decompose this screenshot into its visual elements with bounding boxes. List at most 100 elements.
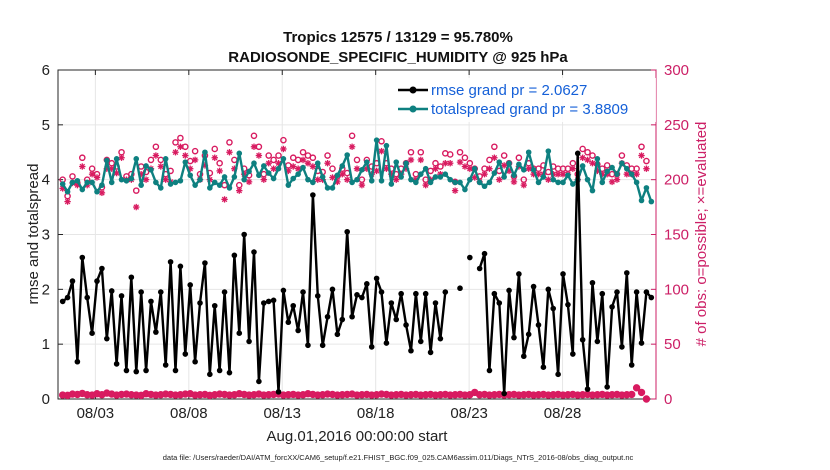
totalspread-point — [481, 183, 488, 190]
totalspread-point — [290, 175, 297, 182]
evaluated-stroke — [275, 160, 282, 166]
evaluated-stroke — [589, 160, 596, 166]
totalspread-point — [187, 172, 194, 179]
evaluated-stroke — [643, 165, 650, 172]
totalspread-point — [413, 179, 419, 186]
totalspread-point — [609, 164, 615, 171]
rmse-point — [432, 300, 439, 306]
totalspread-point — [633, 179, 640, 186]
evaluated-marker — [500, 162, 508, 169]
totalspread-point — [545, 148, 552, 154]
evaluated-stroke — [359, 182, 365, 188]
evaluated-stroke — [79, 163, 86, 170]
totalspread-point — [427, 179, 434, 186]
y-axis-right-label: # of obs: o=possible; ×=evaluated — [693, 122, 710, 347]
totalspread-point — [79, 186, 86, 193]
totalspread-point — [123, 177, 130, 184]
rmse-point — [207, 371, 213, 378]
evaluated-stroke — [211, 154, 218, 161]
totalspread-point — [89, 179, 95, 186]
evaluated-marker — [486, 165, 493, 172]
evaluated-marker — [255, 152, 263, 159]
x-tick-label: 08/08 — [170, 405, 208, 422]
evaluated-marker — [324, 160, 331, 167]
totalspread-point — [599, 179, 606, 186]
evaluated-stroke — [614, 176, 620, 183]
evaluated-marker — [290, 163, 297, 170]
totalspread-point — [280, 156, 287, 162]
y-right-tick-label: 200 — [664, 172, 689, 189]
rmse-point — [133, 368, 140, 375]
evaluated-marker — [265, 160, 272, 167]
totalspread-point — [118, 176, 125, 183]
evaluated-stroke — [511, 179, 517, 185]
evaluated-marker — [569, 165, 577, 172]
totalspread-point — [157, 185, 164, 191]
possible-marker — [250, 132, 258, 140]
rmse-point — [604, 384, 610, 390]
totalspread-point — [216, 182, 223, 188]
evaluated-marker — [260, 176, 267, 183]
possible-marker — [456, 148, 464, 156]
evaluated-stroke — [295, 165, 301, 172]
evaluated-stroke — [280, 146, 287, 152]
evaluated-marker — [432, 165, 439, 172]
totalspread-point — [511, 172, 517, 179]
rmse-point — [270, 297, 277, 304]
evaluated-stroke — [305, 160, 311, 166]
evaluated-stroke — [177, 144, 184, 150]
evaluated-stroke — [344, 176, 350, 183]
rmse-point — [192, 358, 198, 365]
ticks: 08/03 08/08 08/13 08/18 08/23 08/28 0 1 2 3 4 5 6 0 50… — [42, 62, 689, 422]
possible-marker — [569, 159, 577, 167]
totalspread-point — [432, 174, 439, 180]
evaluated-marker — [152, 152, 160, 159]
rmse-point — [251, 249, 257, 255]
possible-marker — [108, 159, 116, 167]
legend-box — [394, 78, 656, 122]
y-tick-label: 5 — [42, 117, 50, 134]
totalspread-point — [437, 174, 444, 180]
evaluated-marker — [172, 149, 179, 156]
y-right-tick-label: 50 — [664, 336, 681, 353]
evaluated-marker — [348, 143, 356, 150]
totalspread-point — [148, 166, 154, 173]
totalspread-point — [349, 179, 355, 186]
evaluated-stroke — [442, 160, 449, 166]
totalspread-point — [104, 157, 110, 164]
possible-marker — [309, 154, 317, 162]
totalspread-point — [275, 165, 282, 172]
x-tick-label: 08/23 — [450, 405, 488, 422]
evaluated-marker — [378, 147, 385, 155]
evaluated-marker — [417, 156, 424, 164]
totalspread-point — [368, 177, 375, 184]
evaluated-stroke — [457, 159, 463, 165]
possible-marker — [231, 156, 238, 164]
evaluated-stroke — [192, 157, 198, 163]
possible-marker — [152, 143, 160, 151]
evaluated-marker — [343, 176, 351, 183]
rmse-point — [324, 313, 331, 320]
y-tick-label: 4 — [42, 172, 50, 189]
totalspread-point — [457, 179, 463, 186]
y-tick-label: 3 — [42, 227, 50, 244]
evaluated-stroke — [143, 176, 149, 183]
totalspread-point — [334, 172, 341, 179]
totalspread-point — [638, 197, 645, 204]
totalspread-point — [614, 171, 620, 177]
rmse-point — [79, 254, 86, 261]
evaluated-stroke — [246, 179, 252, 185]
rmse-point — [570, 351, 576, 357]
rmse-point — [221, 289, 228, 295]
totalspread-point — [560, 179, 566, 186]
totalspread-point — [305, 176, 311, 183]
evaluated-stroke — [579, 154, 586, 161]
possible-marker — [618, 152, 626, 159]
rmse-point — [118, 293, 125, 299]
rmse-point — [177, 263, 184, 270]
totalspread-point — [143, 163, 149, 169]
totalspread-point — [579, 163, 586, 169]
rmse-point — [256, 378, 262, 385]
totalspread-point — [359, 166, 365, 173]
